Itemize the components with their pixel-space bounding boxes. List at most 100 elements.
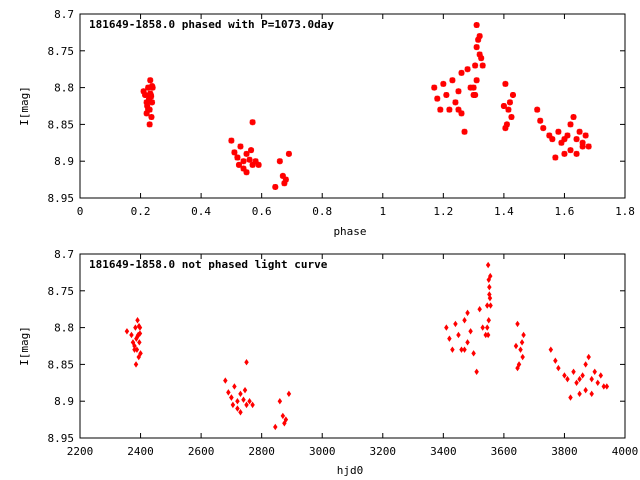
y-tick-label: 8.75 (48, 285, 75, 298)
data-point (449, 77, 456, 84)
data-point (487, 283, 492, 291)
x-tick-label: 1.6 (555, 205, 575, 218)
data-point (146, 121, 153, 128)
data-point (440, 80, 447, 87)
y-tick-label: 8.7 (54, 248, 74, 261)
data-point (473, 44, 480, 51)
data-point (519, 339, 525, 346)
data-point (583, 361, 588, 368)
data-point (241, 396, 246, 403)
data-point (465, 309, 470, 317)
x-tick-label: 2800 (248, 445, 275, 458)
data-point (583, 386, 588, 394)
x-tick-label: 2600 (188, 445, 215, 458)
data-point (513, 342, 519, 350)
data-point (145, 106, 152, 113)
raw-panel: 2200 2400 2600 2800 3000 3200 3400 3600 3800 4000… (18, 248, 638, 477)
y-tick-label: 8.75 (48, 45, 75, 58)
x-tick-label: 0.6 (252, 205, 272, 218)
data-point (283, 416, 289, 423)
y-tick-label: 8.8 (54, 322, 74, 335)
data-point (145, 84, 152, 91)
phased-ticks: 0 0.2 0.4 0.6 0.8 1 1.2 1.4 1.6 1.8 8.7 8.75 8.8 8.85… (48, 8, 635, 218)
data-point (473, 22, 480, 29)
data-point (582, 132, 589, 139)
y-tick-label: 8.85 (48, 358, 75, 371)
data-point (286, 390, 292, 398)
data-point (142, 91, 149, 98)
data-point (556, 364, 561, 372)
data-point (502, 80, 509, 87)
data-point (561, 136, 568, 143)
data-point (553, 357, 558, 364)
phased-panel: 0 0.2 0.4 0.6 0.8 1 1.2 1.4 1.6 1.8 8.7 8.75 8.8 8.85… (18, 8, 635, 238)
data-point (462, 317, 467, 324)
x-tick-label: 0 (77, 205, 84, 218)
data-point (548, 346, 554, 353)
data-point (249, 161, 256, 168)
data-point (277, 398, 283, 405)
data-point (562, 372, 567, 379)
data-point (443, 91, 450, 98)
data-point (474, 368, 479, 375)
y-tick-label: 8.9 (54, 395, 74, 408)
data-point (477, 306, 482, 313)
data-point (471, 350, 476, 357)
x-tick-label: 3400 (430, 445, 457, 458)
data-point (235, 398, 240, 405)
data-point (479, 62, 486, 69)
data-point (132, 346, 137, 353)
data-point (230, 401, 236, 409)
data-point (518, 346, 523, 353)
data-point (484, 324, 490, 331)
data-point (503, 121, 510, 128)
data-point (247, 398, 252, 405)
data-point (447, 335, 452, 342)
data-point (252, 158, 259, 165)
data-point (516, 361, 522, 368)
data-point (570, 114, 577, 121)
data-point (249, 119, 256, 126)
data-point (470, 84, 477, 91)
data-point (272, 183, 279, 190)
data-point (478, 55, 485, 62)
data-point (502, 125, 509, 132)
data-point (540, 125, 547, 132)
data-point (589, 390, 594, 398)
data-point (133, 361, 139, 368)
data-point (137, 339, 142, 346)
data-point (246, 156, 253, 163)
x-tick-label: 1.2 (433, 205, 453, 218)
data-point (515, 320, 520, 328)
data-point (505, 106, 512, 113)
y-tick-label: 8.7 (54, 8, 74, 21)
data-point (601, 383, 607, 390)
raw-points (124, 261, 610, 431)
data-point (464, 66, 471, 73)
y-tick-label: 8.8 (54, 82, 74, 95)
data-point (453, 320, 458, 328)
data-point (455, 88, 462, 95)
data-point (244, 358, 249, 366)
data-point (573, 150, 580, 157)
data-point (243, 169, 250, 176)
data-point (130, 339, 136, 346)
data-point (598, 372, 604, 379)
data-point (458, 69, 465, 76)
data-point (515, 364, 520, 372)
data-point (537, 117, 544, 124)
data-point (571, 368, 576, 375)
phased-points (140, 22, 592, 190)
data-point (579, 143, 586, 150)
data-point (459, 346, 464, 353)
data-point (273, 423, 278, 431)
data-point (242, 386, 248, 394)
data-point (473, 77, 480, 84)
data-point (558, 139, 565, 146)
data-point (549, 136, 556, 143)
data-point (567, 147, 574, 154)
data-point (282, 176, 289, 183)
data-point (506, 99, 513, 106)
raw-x-axis-label: hjd0 (337, 464, 364, 477)
